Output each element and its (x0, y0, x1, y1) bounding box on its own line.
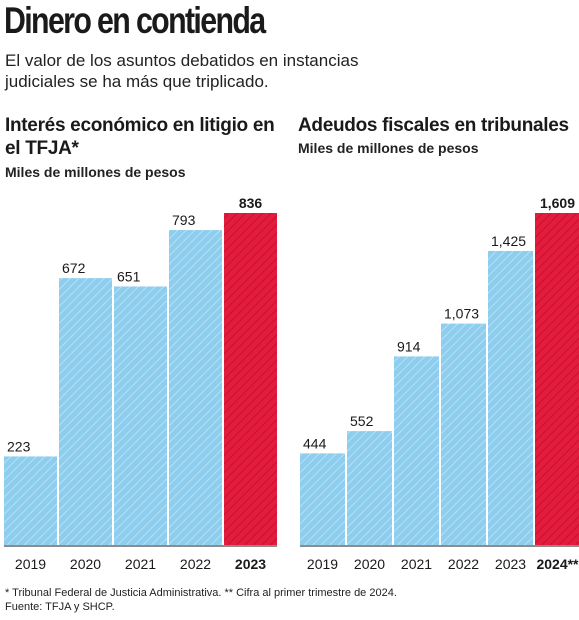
category-label: 2020 (354, 556, 385, 572)
category-label: 2021 (401, 556, 432, 572)
category-label: 2019 (307, 556, 338, 572)
bar-value-label: 552 (350, 413, 374, 429)
bar-2023 (488, 250, 533, 546)
bar-value-label: 223 (7, 438, 31, 454)
footnote: * Tribunal Federal de Justicia Administr… (5, 587, 397, 599)
page-subtitle: El valor de los asuntos debatidos en ins… (5, 51, 359, 91)
category-label: 2019 (15, 556, 46, 572)
bar-value-label: 444 (303, 435, 327, 451)
bar-value-label: 793 (172, 212, 196, 228)
chart-2: 444 2019 552 2020 914 2021 1,073 2022 1,425 2023 1… (300, 195, 579, 572)
bar-2019 (300, 453, 345, 545)
category-label: 2024** (536, 556, 579, 572)
bar-value-label: 672 (62, 260, 86, 276)
bar-value-label: 1,425 (491, 233, 526, 249)
chart-1: 223 2019 672 2020 651 2021 793 2022 836 2023 (4, 195, 277, 572)
category-label: 2023 (495, 556, 526, 572)
category-label: 2022 (180, 556, 211, 572)
page-title: Dinero en contienda (4, 0, 266, 41)
bar-2022 (441, 323, 486, 545)
chart-2-title: Adeudos fiscales en tribunales (298, 115, 569, 136)
bar-2020 (59, 278, 112, 545)
bar-2022 (169, 230, 222, 546)
category-label: 2021 (125, 556, 156, 572)
bar-2024 (535, 213, 579, 545)
bar-2020 (347, 431, 392, 545)
bar-2021 (114, 286, 167, 545)
bar-value-label: 1,609 (540, 195, 575, 211)
bar-value-label: 1,073 (444, 306, 479, 322)
bar-2019 (4, 456, 57, 545)
chart-1-title: Interés económico en litigio en el TFJA* (5, 115, 275, 159)
category-label: 2023 (235, 556, 266, 572)
chart-1-units: Miles de millones de pesos (5, 164, 186, 180)
source-note: Fuente: TFJA y SHCP. (5, 601, 115, 613)
bar-value-label: 836 (239, 195, 263, 211)
category-label: 2020 (70, 556, 101, 572)
bar-2021 (394, 356, 439, 545)
category-label: 2022 (448, 556, 479, 572)
bar-2023 (224, 213, 277, 545)
bar-value-label: 914 (397, 338, 421, 354)
chart-2-units: Miles de millones de pesos (298, 140, 479, 156)
bar-value-label: 651 (117, 268, 141, 284)
